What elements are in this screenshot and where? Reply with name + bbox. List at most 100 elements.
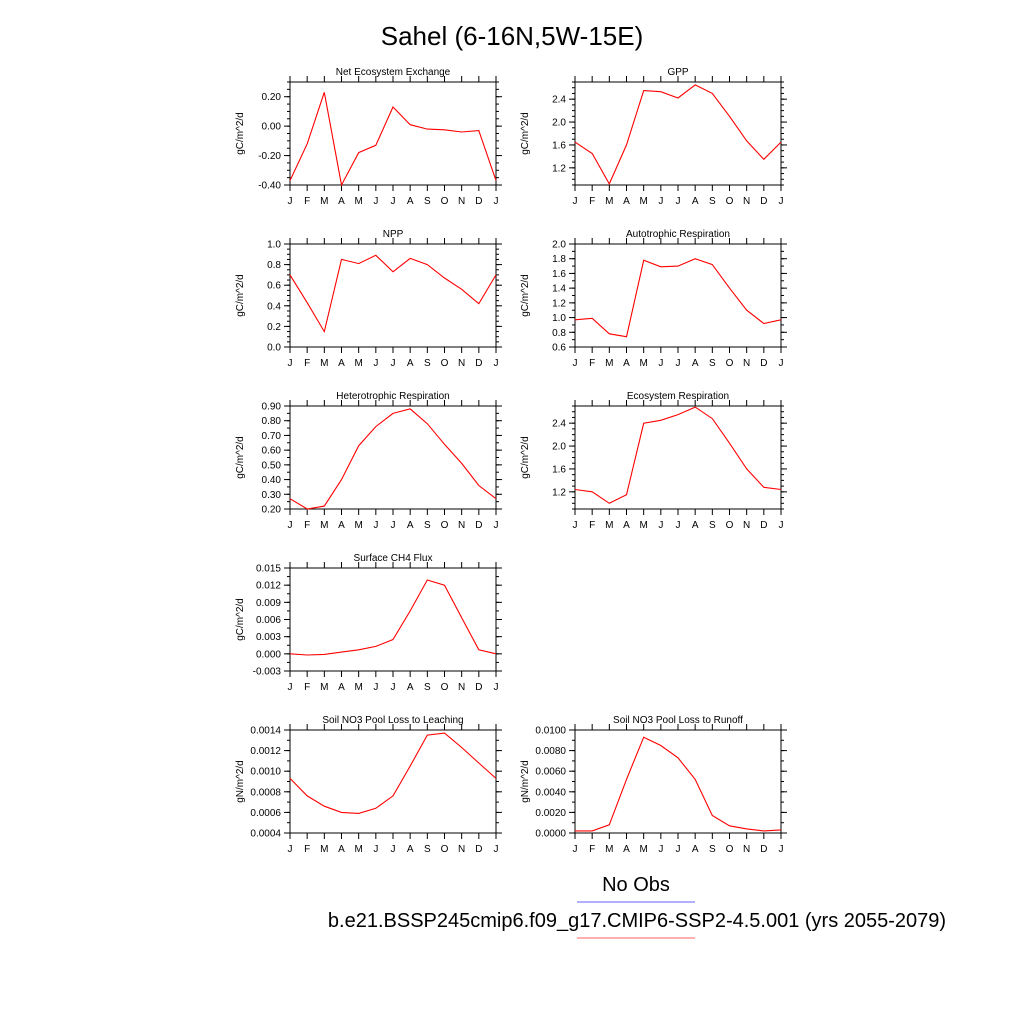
gpp-ytick-label: 1.2 xyxy=(552,163,566,174)
panel-surface-ch4-flux: Surface CH4 Flux gC/m^2/d -0.003 0.000 0.003… xyxy=(235,553,502,693)
gpp-title: GPP xyxy=(667,67,688,78)
soil-no3-pool-loss-to-leaching-plot-frame xyxy=(289,729,497,834)
gpp-xtick-label: J xyxy=(573,196,578,207)
net-ecosystem-exchange-xtick-label: J xyxy=(288,196,293,207)
soil-no3-pool-loss-to-runoff-ytick-label: 0.0060 xyxy=(535,767,566,778)
soil-no3-pool-loss-to-leaching-ytick-label: 0.0004 xyxy=(250,829,281,840)
soil-no3-pool-loss-to-leaching-xtick-label: S xyxy=(424,844,431,855)
surface-ch4-flux-xtick-label: A xyxy=(407,682,414,693)
main-title: Sahel (6-16N,5W-15E) xyxy=(381,21,644,51)
soil-no3-pool-loss-to-leaching-ylabel: gN/m^2/d xyxy=(235,760,246,803)
ecosystem-respiration-series-line xyxy=(574,406,782,504)
autotrophic-respiration-xtick-label: A xyxy=(692,358,699,369)
surface-ch4-flux-title: Surface CH4 Flux xyxy=(354,553,433,564)
npp-ytick-label: 0.8 xyxy=(267,260,281,271)
net-ecosystem-exchange-xtick-label: D xyxy=(475,196,482,207)
gpp-xtick-label: D xyxy=(760,196,767,207)
npp-ytick-label: 0.4 xyxy=(267,301,281,312)
gpp-series-line xyxy=(574,84,782,186)
heterotrophic-respiration-plot-frame xyxy=(289,405,497,510)
surface-ch4-flux-xtick-label: J xyxy=(494,682,499,693)
surface-ch4-flux-xtick-label: M xyxy=(320,682,328,693)
autotrophic-respiration-xtick-label: M xyxy=(605,358,613,369)
autotrophic-respiration-xtick-label: A xyxy=(623,358,630,369)
heterotrophic-respiration-xtick-label: J xyxy=(391,520,396,531)
ecosystem-respiration-ytick-label: 2.0 xyxy=(552,442,566,453)
surface-ch4-flux-xtick-label: F xyxy=(304,682,310,693)
soil-no3-pool-loss-to-runoff-xtick-label: J xyxy=(676,844,681,855)
ecosystem-respiration-xtick-label: F xyxy=(589,520,595,531)
legend: No Obs b.e21.BSSP245cmip6.f09_g17.CMIP6-… xyxy=(328,874,946,939)
ecosystem-respiration-xtick-label: M xyxy=(605,520,613,531)
surface-ch4-flux-ytick-label: -0.003 xyxy=(253,667,282,678)
soil-no3-pool-loss-to-runoff-xtick-label: A xyxy=(623,844,630,855)
npp-xtick-label: J xyxy=(391,358,396,369)
gpp-ytick-label: 2.0 xyxy=(552,118,566,129)
ecosystem-respiration-xtick-label: D xyxy=(760,520,767,531)
surface-ch4-flux-xtick-label: J xyxy=(288,682,293,693)
gpp-xtick-label: O xyxy=(726,196,734,207)
net-ecosystem-exchange-xtick-label: J xyxy=(494,196,499,207)
heterotrophic-respiration-ytick-label: 0.60 xyxy=(262,446,282,457)
heterotrophic-respiration-xtick-label: J xyxy=(373,520,378,531)
soil-no3-pool-loss-to-leaching-xtick-label: J xyxy=(288,844,293,855)
npp-xtick-label: M xyxy=(354,358,362,369)
soil-no3-pool-loss-to-runoff-xtick-label: S xyxy=(709,844,716,855)
autotrophic-respiration-plot-frame xyxy=(574,243,782,348)
surface-ch4-flux-xtick-label: M xyxy=(354,682,362,693)
heterotrophic-respiration-ytick-label: 0.20 xyxy=(262,505,282,516)
soil-no3-pool-loss-to-leaching-xtick-label: M xyxy=(320,844,328,855)
surface-ch4-flux-xtick-label: D xyxy=(475,682,482,693)
ecosystem-respiration-xtick-label: J xyxy=(573,520,578,531)
net-ecosystem-exchange-xtick-label: A xyxy=(338,196,345,207)
panel-net-ecosystem-exchange: Net Ecosystem Exchange gC/m^2/d -0.40 -0.20… xyxy=(235,67,502,207)
ecosystem-respiration-xtick-label: A xyxy=(623,520,630,531)
soil-no3-pool-loss-to-leaching-xtick-label: F xyxy=(304,844,310,855)
soil-no3-pool-loss-to-runoff-xtick-label: D xyxy=(760,844,767,855)
soil-no3-pool-loss-to-runoff-ylabel: gN/m^2/d xyxy=(520,760,531,803)
soil-no3-pool-loss-to-leaching-ytick-label: 0.0008 xyxy=(250,787,281,798)
autotrophic-respiration-ytick-label: 0.8 xyxy=(552,328,566,339)
npp-xtick-label: A xyxy=(338,358,345,369)
ecosystem-respiration-ytick-label: 2.4 xyxy=(552,419,566,430)
autotrophic-respiration-ylabel: gC/m^2/d xyxy=(520,274,531,317)
heterotrophic-respiration-xtick-label: A xyxy=(407,520,414,531)
autotrophic-respiration-xtick-label: N xyxy=(743,358,750,369)
surface-ch4-flux-ytick-label: 0.006 xyxy=(256,615,281,626)
gpp-xtick-label: M xyxy=(639,196,647,207)
ecosystem-respiration-xtick-label: J xyxy=(779,520,784,531)
ecosystem-respiration-title: Ecosystem Respiration xyxy=(627,391,729,402)
npp-xtick-label: D xyxy=(475,358,482,369)
gpp-ylabel: gC/m^2/d xyxy=(520,112,531,155)
npp-title: NPP xyxy=(383,229,404,240)
soil-no3-pool-loss-to-leaching-ytick-label: 0.0006 xyxy=(250,808,281,819)
soil-no3-pool-loss-to-leaching-series-line xyxy=(289,732,497,814)
autotrophic-respiration-ytick-label: 0.6 xyxy=(552,343,566,354)
npp-ytick-label: 1.0 xyxy=(267,240,281,251)
npp-ylabel: gC/m^2/d xyxy=(235,274,246,317)
heterotrophic-respiration-xtick-label: N xyxy=(458,520,465,531)
heterotrophic-respiration-xtick-label: M xyxy=(320,520,328,531)
gpp-ytick-label: 1.6 xyxy=(552,140,566,151)
net-ecosystem-exchange-xtick-label: O xyxy=(441,196,449,207)
ecosystem-respiration-xtick-label: J xyxy=(676,520,681,531)
soil-no3-pool-loss-to-runoff-xtick-label: A xyxy=(692,844,699,855)
net-ecosystem-exchange-series-line xyxy=(289,92,497,187)
heterotrophic-respiration-ytick-label: 0.40 xyxy=(262,475,282,486)
npp-xtick-label: A xyxy=(407,358,414,369)
heterotrophic-respiration-ytick-label: 0.50 xyxy=(262,460,282,471)
ecosystem-respiration-xtick-label: M xyxy=(639,520,647,531)
npp-series-line xyxy=(289,254,497,334)
autotrophic-respiration-xtick-label: F xyxy=(589,358,595,369)
soil-no3-pool-loss-to-runoff-xtick-label: J xyxy=(573,844,578,855)
ecosystem-respiration-ytick-label: 1.6 xyxy=(552,464,566,475)
soil-no3-pool-loss-to-runoff-ytick-label: 0.0040 xyxy=(535,787,566,798)
panel-soil-no3-pool-loss-to-runoff: Soil NO3 Pool Loss to Runoff gN/m^2/d 0.00… xyxy=(520,715,787,855)
net-ecosystem-exchange-xtick-label: J xyxy=(373,196,378,207)
autotrophic-respiration-xtick-label: J xyxy=(779,358,784,369)
soil-no3-pool-loss-to-leaching-xtick-label: J xyxy=(494,844,499,855)
soil-no3-pool-loss-to-runoff-xtick-label: J xyxy=(658,844,663,855)
